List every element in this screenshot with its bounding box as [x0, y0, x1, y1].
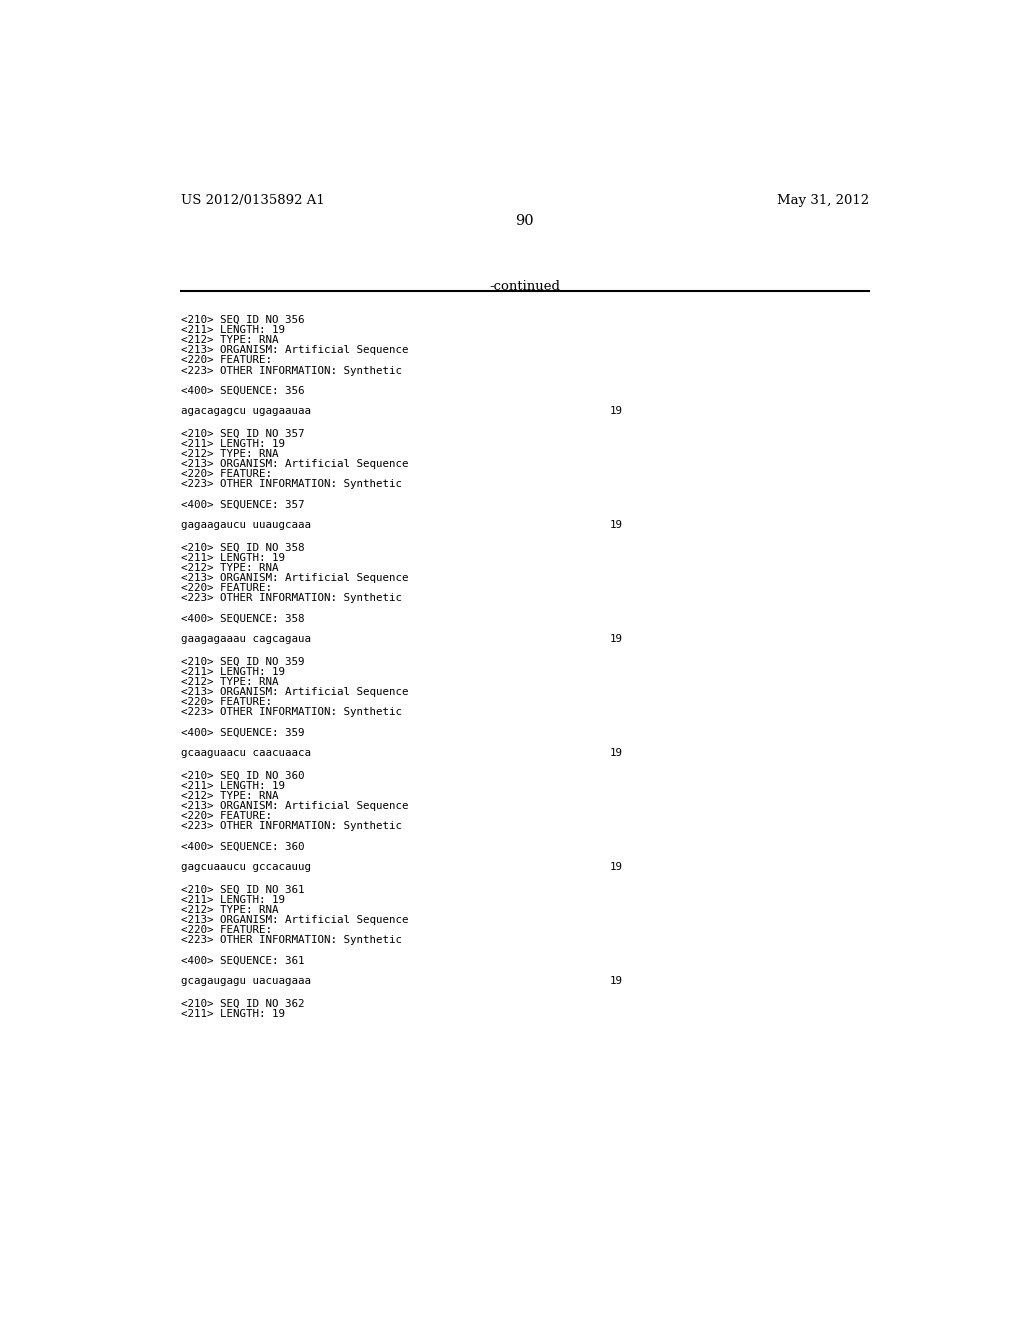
Text: <400> SEQUENCE: 361: <400> SEQUENCE: 361: [180, 956, 304, 966]
Text: <213> ORGANISM: Artificial Sequence: <213> ORGANISM: Artificial Sequence: [180, 688, 409, 697]
Text: gcagaugagu uacuagaaa: gcagaugagu uacuagaaa: [180, 975, 310, 986]
Text: <213> ORGANISM: Artificial Sequence: <213> ORGANISM: Artificial Sequence: [180, 801, 409, 810]
Text: <212> TYPE: RNA: <212> TYPE: RNA: [180, 335, 279, 345]
Text: agacagagcu ugagaauaa: agacagagcu ugagaauaa: [180, 407, 310, 416]
Text: US 2012/0135892 A1: US 2012/0135892 A1: [180, 194, 325, 207]
Text: <223> OTHER INFORMATION: Synthetic: <223> OTHER INFORMATION: Synthetic: [180, 479, 401, 490]
Text: <400> SEQUENCE: 357: <400> SEQUENCE: 357: [180, 500, 304, 510]
Text: <400> SEQUENCE: 359: <400> SEQUENCE: 359: [180, 727, 304, 738]
Text: <213> ORGANISM: Artificial Sequence: <213> ORGANISM: Artificial Sequence: [180, 573, 409, 583]
Text: 19: 19: [609, 407, 623, 416]
Text: 90: 90: [515, 214, 535, 228]
Text: gaagagaaau cagcagaua: gaagagaaau cagcagaua: [180, 634, 310, 644]
Text: <210> SEQ ID NO 356: <210> SEQ ID NO 356: [180, 314, 304, 325]
Text: <220> FEATURE:: <220> FEATURE:: [180, 697, 271, 708]
Text: <223> OTHER INFORMATION: Synthetic: <223> OTHER INFORMATION: Synthetic: [180, 366, 401, 375]
Text: <220> FEATURE:: <220> FEATURE:: [180, 470, 271, 479]
Text: <400> SEQUENCE: 360: <400> SEQUENCE: 360: [180, 842, 304, 851]
Text: -continued: -continued: [489, 280, 560, 293]
Text: <211> LENGTH: 19: <211> LENGTH: 19: [180, 895, 285, 904]
Text: gagcuaaucu gccacauug: gagcuaaucu gccacauug: [180, 862, 310, 873]
Text: <210> SEQ ID NO 362: <210> SEQ ID NO 362: [180, 998, 304, 1008]
Text: 19: 19: [609, 634, 623, 644]
Text: <210> SEQ ID NO 358: <210> SEQ ID NO 358: [180, 543, 304, 553]
Text: <212> TYPE: RNA: <212> TYPE: RNA: [180, 677, 279, 686]
Text: <211> LENGTH: 19: <211> LENGTH: 19: [180, 1008, 285, 1019]
Text: <223> OTHER INFORMATION: Synthetic: <223> OTHER INFORMATION: Synthetic: [180, 821, 401, 832]
Text: 19: 19: [609, 975, 623, 986]
Text: <220> FEATURE:: <220> FEATURE:: [180, 812, 271, 821]
Text: <213> ORGANISM: Artificial Sequence: <213> ORGANISM: Artificial Sequence: [180, 459, 409, 469]
Text: <211> LENGTH: 19: <211> LENGTH: 19: [180, 667, 285, 677]
Text: <211> LENGTH: 19: <211> LENGTH: 19: [180, 325, 285, 335]
Text: <220> FEATURE:: <220> FEATURE:: [180, 925, 271, 935]
Text: <400> SEQUENCE: 358: <400> SEQUENCE: 358: [180, 614, 304, 624]
Text: <212> TYPE: RNA: <212> TYPE: RNA: [180, 449, 279, 459]
Text: <220> FEATURE:: <220> FEATURE:: [180, 583, 271, 593]
Text: <211> LENGTH: 19: <211> LENGTH: 19: [180, 780, 285, 791]
Text: <212> TYPE: RNA: <212> TYPE: RNA: [180, 562, 279, 573]
Text: gagaagaucu uuaugcaaa: gagaagaucu uuaugcaaa: [180, 520, 310, 531]
Text: May 31, 2012: May 31, 2012: [777, 194, 869, 207]
Text: <223> OTHER INFORMATION: Synthetic: <223> OTHER INFORMATION: Synthetic: [180, 936, 401, 945]
Text: <210> SEQ ID NO 359: <210> SEQ ID NO 359: [180, 656, 304, 667]
Text: <223> OTHER INFORMATION: Synthetic: <223> OTHER INFORMATION: Synthetic: [180, 708, 401, 717]
Text: <213> ORGANISM: Artificial Sequence: <213> ORGANISM: Artificial Sequence: [180, 915, 409, 925]
Text: <211> LENGTH: 19: <211> LENGTH: 19: [180, 438, 285, 449]
Text: gcaaguaacu caacuaaca: gcaaguaacu caacuaaca: [180, 748, 310, 758]
Text: <213> ORGANISM: Artificial Sequence: <213> ORGANISM: Artificial Sequence: [180, 346, 409, 355]
Text: 19: 19: [609, 520, 623, 531]
Text: <210> SEQ ID NO 361: <210> SEQ ID NO 361: [180, 884, 304, 895]
Text: <210> SEQ ID NO 357: <210> SEQ ID NO 357: [180, 429, 304, 438]
Text: 19: 19: [609, 862, 623, 873]
Text: <210> SEQ ID NO 360: <210> SEQ ID NO 360: [180, 771, 304, 780]
Text: <400> SEQUENCE: 356: <400> SEQUENCE: 356: [180, 385, 304, 396]
Text: <223> OTHER INFORMATION: Synthetic: <223> OTHER INFORMATION: Synthetic: [180, 594, 401, 603]
Text: <212> TYPE: RNA: <212> TYPE: RNA: [180, 791, 279, 801]
Text: <212> TYPE: RNA: <212> TYPE: RNA: [180, 904, 279, 915]
Text: <211> LENGTH: 19: <211> LENGTH: 19: [180, 553, 285, 562]
Text: <220> FEATURE:: <220> FEATURE:: [180, 355, 271, 366]
Text: 19: 19: [609, 748, 623, 758]
